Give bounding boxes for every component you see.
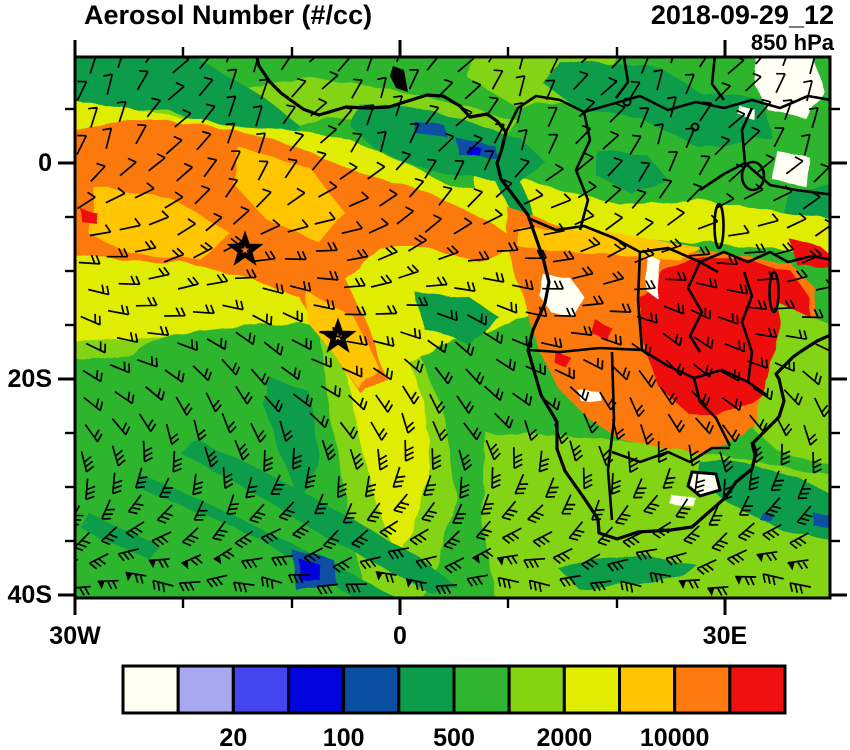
contour-region [592,320,612,340]
contour-region [83,513,160,560]
contour-region [640,256,810,418]
country-border [692,377,732,447]
colorbar-cell [121,664,180,715]
small-circle-symbol [622,97,632,107]
country-border [699,107,754,192]
x-axis-labels: 30W 0 30E [49,622,747,650]
colorbar: 20 100 500 2000 10000 [121,664,787,750]
contour-region [75,57,300,146]
contour-region [773,150,808,186]
colorbar-tick-label: 500 [433,724,475,750]
star-markers [226,230,357,353]
star-marker [319,317,357,353]
country-border [527,346,643,354]
x-tick-label-0: 0 [393,622,407,650]
y-tick-label-20s: 20S [8,365,52,393]
contour-region [75,120,520,393]
colorbar-tick-label: 100 [323,724,365,750]
colorbar-tick-label: 2000 [537,724,593,750]
colorbar-cell [287,664,346,715]
country-border [744,162,830,196]
y-axis-labels: 0 20S 40S [8,149,52,609]
colorbar-cell [342,664,401,715]
country-border [504,94,830,133]
country-border [606,351,616,521]
map-frame [73,55,832,600]
colorbar-tick-label: 20 [219,724,247,750]
contour-region [80,208,97,224]
contour-region [298,558,320,582]
contour-region [670,495,696,507]
contour-region [554,353,572,368]
wind-barb-staffs [75,57,830,596]
x-tick-label-30e: 30E [703,622,747,650]
colorbar-cell [728,664,787,715]
wind-barbs [75,57,830,597]
small-circle-symbol [690,122,700,132]
contour-region [698,460,830,540]
colorbar-cell [507,664,566,715]
star-marker [226,230,264,266]
lake-outline [740,160,766,192]
colorbar-cell [452,664,511,715]
map-clip-group [75,57,830,598]
country-border [636,251,644,351]
frame-rect [73,55,832,600]
y-tick-label-40s: 40S [8,581,52,609]
coastline-and-borders [255,57,830,541]
country-border [527,216,719,274]
country-border [641,348,769,398]
field-contours [75,57,830,598]
contour-region [596,150,668,192]
colorbar-cell [176,664,235,715]
pressure-level-label: 850 hPa [750,30,834,55]
lake-volta [390,66,408,92]
country-border [686,261,704,353]
contour-region [518,228,700,260]
colorbar-cell [673,664,732,715]
contour-region [263,378,320,498]
y-tick-label-0: 0 [38,149,52,177]
contour-region [578,390,602,401]
contour-region [812,514,830,526]
contour-region [180,440,458,593]
colorbar-tick-label: 10000 [640,724,710,750]
plot-title: Aerosol Number (#/cc) [84,0,373,30]
colorbar-cell [231,664,290,715]
colorbar-cell [618,664,677,715]
axis-ticks [58,40,847,615]
contour-region [413,120,448,138]
contour-region [233,148,345,243]
x-tick-label-30w: 30W [49,622,101,650]
contour-region [88,188,230,260]
colorbar-cell [397,664,456,715]
country-border [611,446,730,464]
lake-outline [713,202,725,250]
contour-region [416,293,500,343]
valid-time-label: 2018-09-29_12 [650,0,834,30]
colorbar-cell [562,664,621,715]
country-border [699,250,830,264]
contour-region [476,165,830,254]
